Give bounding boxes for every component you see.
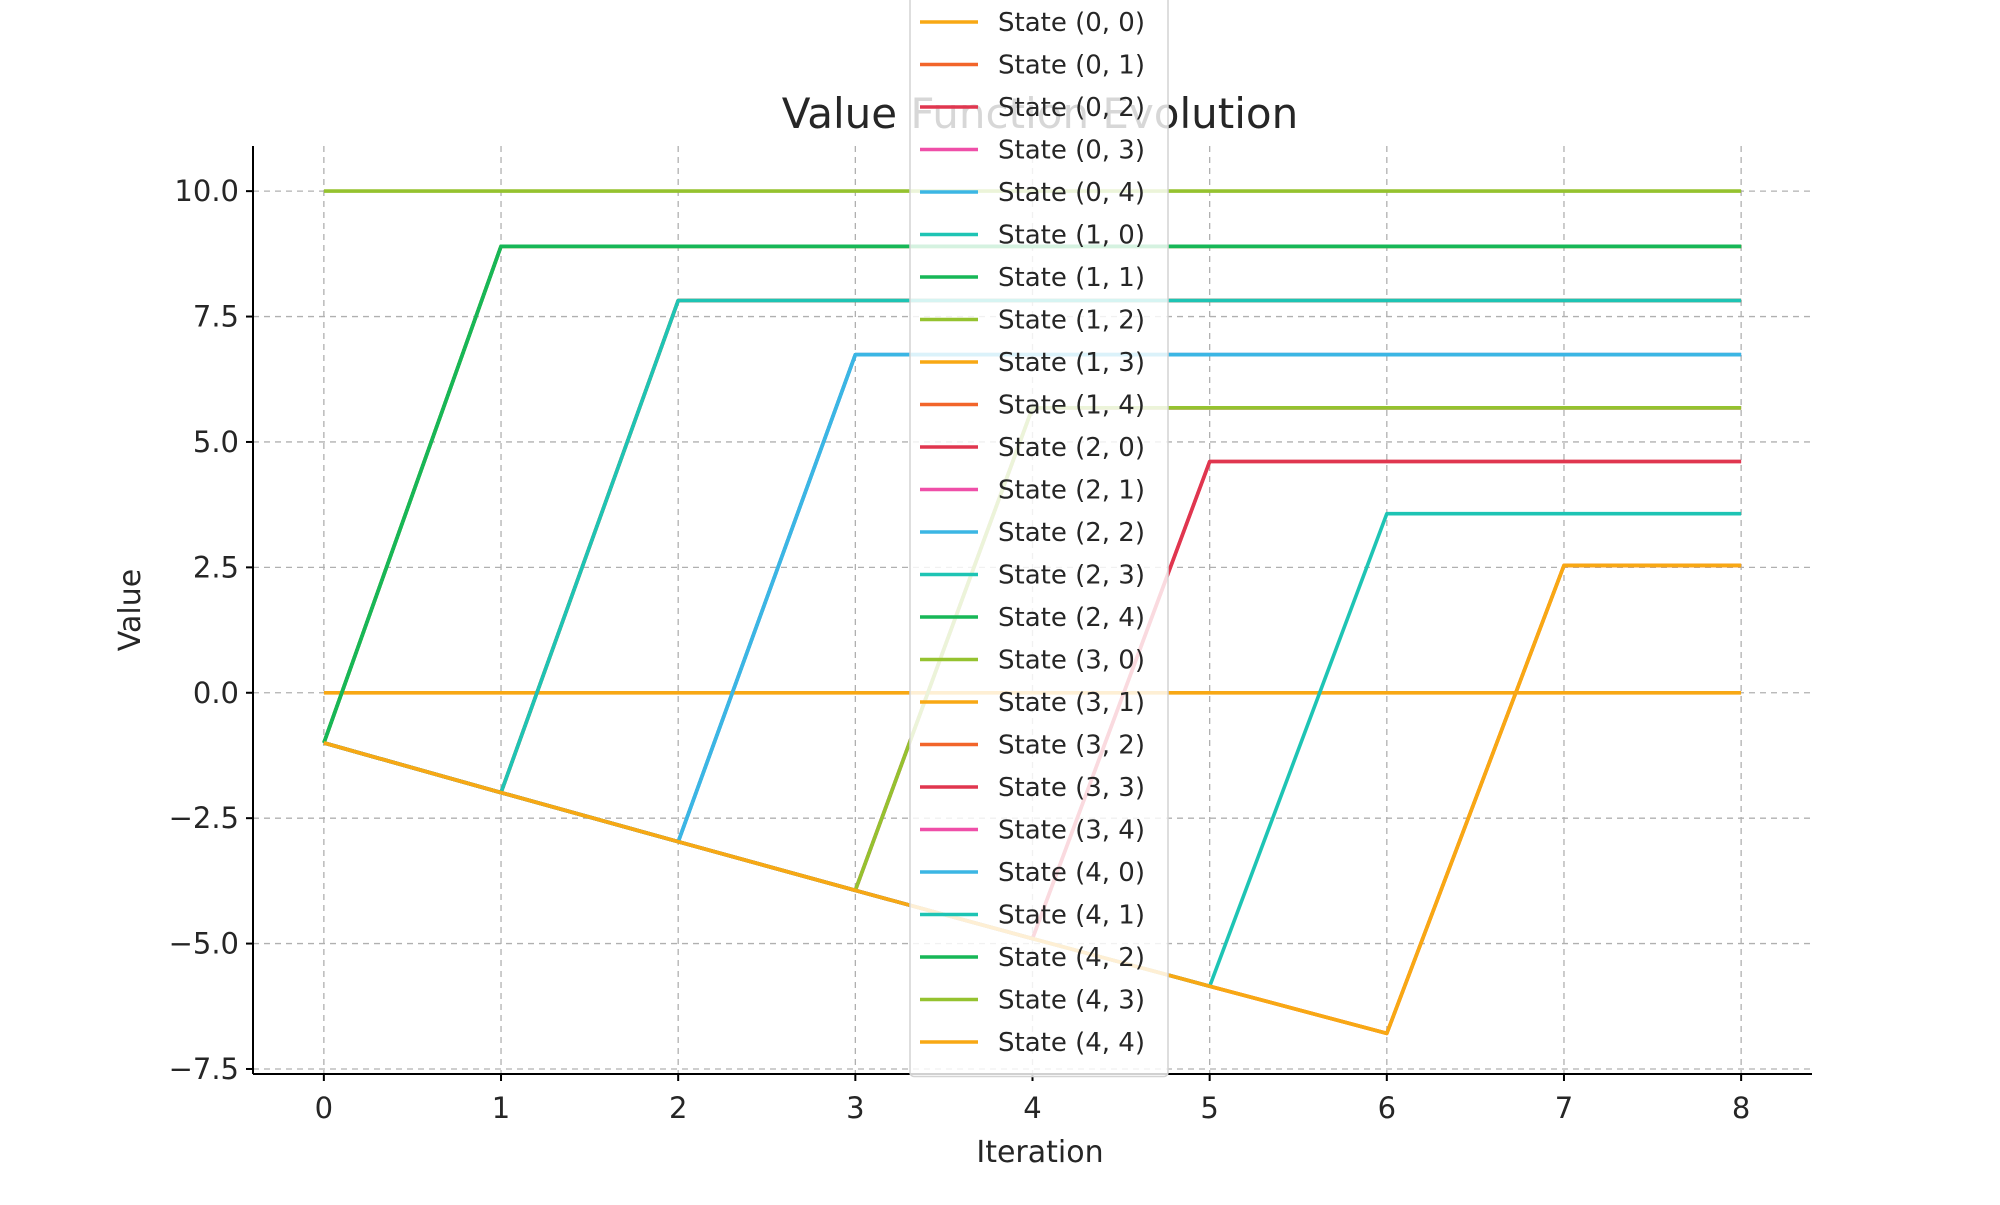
- legend: State (0, 0) State (0, 1) State (0, 2) Stat…: [909, 0, 1169, 1078]
- legend-entry: State (2, 1): [998, 476, 1145, 506]
- x-tick-label: 2: [669, 1091, 687, 1125]
- legend-entry: State (1, 0): [998, 221, 1145, 251]
- x-tick-label: 1: [492, 1091, 510, 1125]
- x-tick-label: 3: [846, 1091, 864, 1125]
- legend-entry: State (1, 1): [998, 263, 1145, 293]
- y-tick-label: −7.5: [169, 1052, 239, 1086]
- legend-entry: State (1, 4): [998, 391, 1145, 421]
- x-tick-label: 7: [1555, 1091, 1573, 1125]
- legend-entry: State (4, 4): [998, 1028, 1145, 1058]
- legend-entry: State (0, 1): [998, 51, 1145, 81]
- x-axis-label: Iteration: [976, 1135, 1103, 1170]
- legend-entry: State (0, 0): [998, 8, 1145, 38]
- legend-entry: State (0, 3): [998, 136, 1145, 166]
- legend-entry: State (0, 2): [998, 93, 1145, 123]
- legend-entry: State (1, 2): [998, 306, 1145, 336]
- legend-entry: State (1, 3): [998, 348, 1145, 378]
- x-tick-label: 5: [1200, 1091, 1218, 1125]
- x-tick-label: 4: [1023, 1091, 1041, 1125]
- legend-entry: State (2, 0): [998, 433, 1145, 463]
- legend-entry: State (3, 1): [998, 688, 1145, 718]
- y-tick-label: −5.0: [169, 927, 239, 961]
- legend-frame: [909, 0, 1169, 1078]
- y-tick-label: −2.5: [169, 801, 239, 835]
- legend-entry: State (4, 0): [998, 858, 1145, 888]
- legend-entry: State (3, 4): [998, 816, 1145, 846]
- x-tick-label: 0: [315, 1091, 333, 1125]
- y-tick-label: 0.0: [193, 676, 239, 710]
- y-tick-label: 5.0: [193, 425, 239, 459]
- tick-layer: 0 1 2 3 4 5 6 7 8 −7.5 −5.0 −2.5 0.0 2.5 5.0 7.5 10.0: [169, 174, 1751, 1125]
- legend-entry: State (3, 0): [998, 646, 1145, 676]
- legend-entry: State (4, 1): [998, 901, 1145, 931]
- y-tick-label: 10.0: [174, 174, 239, 208]
- y-tick-label: 2.5: [193, 550, 239, 584]
- legend-entry: State (2, 4): [998, 603, 1145, 633]
- x-tick-label: 8: [1732, 1091, 1750, 1125]
- legend-entry: State (0, 4): [998, 178, 1145, 208]
- legend-entry: State (4, 3): [998, 986, 1145, 1016]
- legend-entry: State (4, 2): [998, 943, 1145, 973]
- y-axis-label: Value: [113, 569, 148, 651]
- y-tick-label: 7.5: [193, 300, 239, 334]
- legend-entry: State (2, 3): [998, 561, 1145, 591]
- legend-entry: State (3, 3): [998, 773, 1145, 803]
- legend-entry: State (3, 2): [998, 731, 1145, 761]
- legend-entry: State (2, 2): [998, 518, 1145, 548]
- x-tick-label: 6: [1378, 1091, 1396, 1125]
